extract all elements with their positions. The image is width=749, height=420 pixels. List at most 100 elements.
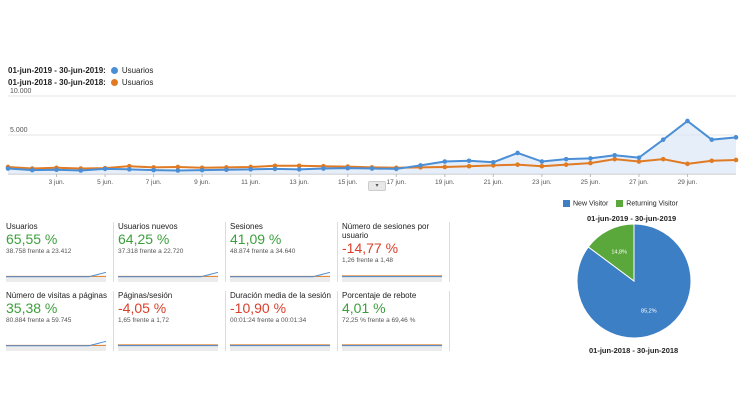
x-tick-label: 29 jun. xyxy=(678,179,698,186)
data-point-previous[interactable] xyxy=(660,156,666,162)
sparkline-area xyxy=(118,276,218,282)
metric-comparison: 1,26 frente a 1,48 xyxy=(342,257,393,264)
pie-legend: New Visitor Returning Visitor xyxy=(563,200,678,207)
main-line-chart[interactable]: 10.000 5.000 3 jun. 5 jun. 7 jun. 9 jun. 11 ju… xyxy=(0,88,749,188)
pie-slice-returning-visitor[interactable] xyxy=(587,223,635,282)
metric-change-value: 4,01 % xyxy=(342,300,386,316)
metric-tile[interactable]: Usuarios nuevos 64,25 % 37.318 frente a 22… xyxy=(118,222,226,282)
metric-tile[interactable]: Número de sesiones por usuario -14,77 % 1,… xyxy=(342,222,450,282)
x-tick-label: 21 jun. xyxy=(484,179,504,186)
sparkline-area xyxy=(6,345,106,351)
data-point-current[interactable] xyxy=(733,135,739,140)
metric-tile[interactable]: Porcentaje de rebote 4,01 % 72,25 % frente… xyxy=(342,291,450,351)
x-tick-label: 15 jun. xyxy=(338,179,358,186)
data-point-current[interactable] xyxy=(78,168,84,173)
data-point-current[interactable] xyxy=(29,167,35,173)
metric-comparison: 80.884 frente a 59.745 xyxy=(6,317,72,324)
data-point-previous[interactable] xyxy=(466,163,472,169)
sparkline-area xyxy=(342,345,442,351)
data-point-current[interactable] xyxy=(127,167,132,172)
x-tick-label: 11 jun. xyxy=(241,179,260,186)
data-point-previous[interactable] xyxy=(612,156,617,162)
data-point-previous[interactable] xyxy=(296,163,302,169)
data-point-current[interactable] xyxy=(369,166,375,171)
legend-dot-previous xyxy=(110,79,118,86)
data-point-current[interactable] xyxy=(418,163,423,168)
data-point-current[interactable] xyxy=(248,167,253,172)
pie-legend-new-visitor[interactable]: New Visitor xyxy=(563,200,608,207)
metric-sparkline xyxy=(6,340,106,351)
metric-tile[interactable]: Número de visitas a páginas 35,38 % 80.884… xyxy=(6,291,114,351)
sparkline-area xyxy=(118,345,218,351)
data-point-previous[interactable] xyxy=(515,162,520,167)
data-point-current[interactable] xyxy=(636,155,642,160)
pie-title-current: 01-jun-2019 - 30-jun-2019 xyxy=(587,214,677,223)
x-tick-label: 9 jun. xyxy=(194,179,210,186)
data-point-current[interactable] xyxy=(539,159,545,164)
data-point-current[interactable] xyxy=(296,167,302,172)
data-point-current[interactable] xyxy=(660,137,666,142)
data-point-current[interactable] xyxy=(199,167,205,173)
data-point-previous[interactable] xyxy=(175,164,181,170)
data-point-current[interactable] xyxy=(588,156,593,161)
legend-series-previous[interactable]: Usuarios xyxy=(121,78,154,87)
metric-tile[interactable]: Duración media de la sesión -10,90 % 00:01… xyxy=(230,291,338,351)
metric-comparison: 48.874 frente a 34.640 xyxy=(230,248,296,255)
metric-label: Páginas/sesión xyxy=(118,291,173,300)
legend-date-range-previous: 01-jun-2018 - 30-jun-2018: xyxy=(8,78,106,87)
data-point-previous[interactable] xyxy=(563,162,569,167)
metric-change-value: -4,05 % xyxy=(118,300,167,316)
metric-sparkline xyxy=(230,271,330,282)
metric-comparison: 00:01:24 frente a 00:01:34 xyxy=(230,317,307,324)
sparkline-area xyxy=(6,276,106,282)
sparkline-area xyxy=(230,276,330,282)
legend-dot-current xyxy=(110,67,118,74)
data-point-previous[interactable] xyxy=(685,161,690,167)
metric-label: Número de sesiones por usuario xyxy=(342,222,430,240)
data-point-current[interactable] xyxy=(54,167,59,173)
data-point-previous[interactable] xyxy=(588,160,593,166)
data-point-previous[interactable] xyxy=(733,157,739,163)
data-point-current[interactable] xyxy=(442,159,448,164)
metric-sparkline xyxy=(230,344,330,351)
data-point-current[interactable] xyxy=(5,166,11,171)
data-point-current[interactable] xyxy=(612,152,617,158)
sparkline-area xyxy=(342,276,442,282)
data-point-current[interactable] xyxy=(515,150,520,156)
data-point-current[interactable] xyxy=(272,166,278,172)
data-point-current[interactable] xyxy=(224,167,229,173)
visitor-pie-chart[interactable]: 85,2% 14,8% xyxy=(574,221,694,341)
data-point-current[interactable] xyxy=(151,167,156,173)
data-point-previous[interactable] xyxy=(442,164,448,170)
chart-expand-toggle[interactable]: ▾ xyxy=(368,181,386,191)
data-point-current[interactable] xyxy=(102,166,108,172)
metric-tile[interactable]: Páginas/sesión -4,05 % 1,65 frente a 1,72 xyxy=(118,291,226,351)
data-point-current[interactable] xyxy=(321,166,326,171)
metric-tile[interactable]: Usuarios 65,55 % 38.758 frente a 23.412 xyxy=(6,222,114,282)
metric-change-value: 64,25 % xyxy=(118,231,170,247)
metric-tile[interactable]: Sesiones 41,09 % 48.874 frente a 34.640 xyxy=(230,222,338,282)
data-point-previous[interactable] xyxy=(636,159,642,164)
x-tick-label: 25 jun. xyxy=(581,179,601,186)
metric-comparison: 38.758 frente a 23.412 xyxy=(6,248,72,255)
data-point-previous[interactable] xyxy=(709,158,715,164)
data-point-current[interactable] xyxy=(175,168,181,173)
pie-slice-label: 14,8% xyxy=(611,249,627,255)
data-point-current[interactable] xyxy=(466,158,472,164)
swatch-new-visitor xyxy=(563,200,570,207)
sparkline-area xyxy=(230,345,330,351)
data-point-current[interactable] xyxy=(345,165,351,171)
data-point-current[interactable] xyxy=(709,137,715,142)
pie-legend-returning-visitor[interactable]: Returning Visitor xyxy=(616,200,678,207)
y-tick-label: 10.000 xyxy=(10,88,32,95)
data-point-current[interactable] xyxy=(563,156,569,162)
legend-series-current[interactable]: Usuarios xyxy=(121,66,154,75)
pie-legend-new-visitor-label: New Visitor xyxy=(573,200,609,208)
data-point-current[interactable] xyxy=(393,166,399,172)
data-point-current[interactable] xyxy=(491,160,496,165)
x-tick-label: 23 jun. xyxy=(532,179,552,186)
metric-label: Usuarios nuevos xyxy=(118,222,178,231)
data-point-previous[interactable] xyxy=(539,163,545,169)
x-tick-label: 27 jun. xyxy=(629,179,649,186)
data-point-current[interactable] xyxy=(685,118,690,124)
